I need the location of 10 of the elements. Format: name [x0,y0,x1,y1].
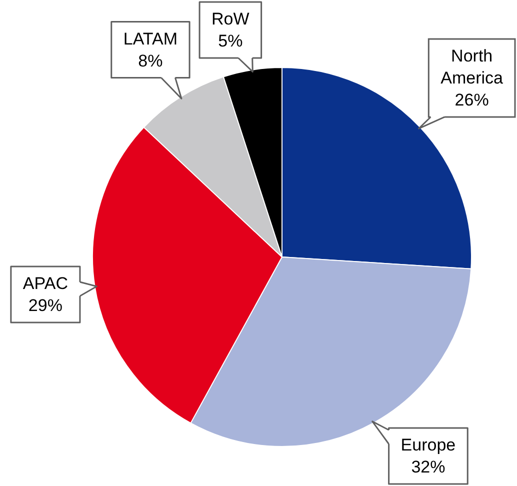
slice-label: North America [440,46,504,88]
data-label: 5% [218,32,243,51]
slice-label: LATAM [123,29,178,48]
data-label: 26% [454,90,489,110]
data-label: 32% [411,458,446,477]
slice-label: APAC [22,274,68,294]
slice-label: Europe [400,436,456,455]
data-label: 8% [138,51,163,70]
data-label: 29% [28,296,62,316]
slice-label: RoW [212,10,250,29]
